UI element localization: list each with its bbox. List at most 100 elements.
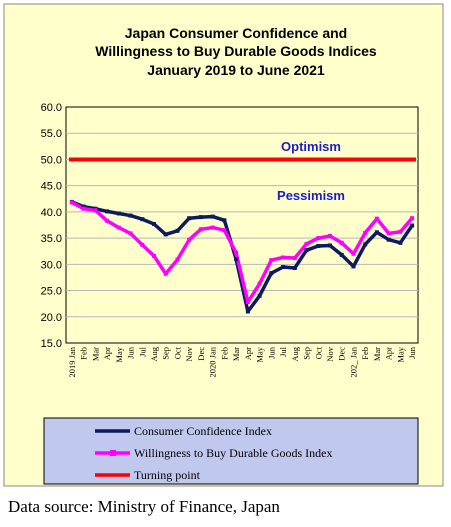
y-tick-label: 15.0 bbox=[41, 338, 62, 350]
data-point-consumer-confidence bbox=[269, 271, 274, 276]
x-tick-label: Jun bbox=[266, 346, 276, 359]
data-point-consumer-confidence bbox=[304, 248, 309, 253]
x-tick-label: Jul bbox=[137, 346, 147, 357]
legend-item-durable-goods: Willingness to Buy Durable Goods Index bbox=[95, 446, 333, 460]
x-tick-label: May bbox=[114, 346, 124, 362]
data-point-consumer-confidence bbox=[339, 252, 344, 257]
data-point-consumer-confidence bbox=[351, 264, 356, 269]
annotation-pessimism: Pessimism bbox=[277, 188, 345, 203]
x-tick-label: Feb bbox=[79, 347, 89, 360]
data-point-durable-goods bbox=[163, 271, 168, 276]
data-point-consumer-confidence bbox=[281, 265, 286, 269]
x-tick-label: Oct bbox=[172, 346, 182, 359]
chart: Japan Consumer Confidence and Willingnes… bbox=[3, 3, 444, 487]
x-tick-label: Jun bbox=[126, 346, 136, 359]
data-point-consumer-confidence bbox=[398, 240, 403, 245]
data-point-consumer-confidence bbox=[187, 216, 192, 221]
data-point-consumer-confidence bbox=[163, 232, 168, 237]
data-point-durable-goods bbox=[304, 241, 309, 246]
x-tick-label: Apr bbox=[384, 347, 394, 360]
data-source-note: Data source: Ministry of Finance, Japan bbox=[8, 497, 280, 516]
chart-container: Japan Consumer Confidence and Willingnes… bbox=[3, 3, 444, 487]
data-point-durable-goods bbox=[398, 229, 403, 234]
x-tick-label: 2019 Jan bbox=[67, 346, 77, 377]
data-point-consumer-confidence bbox=[140, 217, 145, 222]
data-point-consumer-confidence bbox=[81, 204, 86, 209]
series-markers-consumer-confidence bbox=[69, 199, 415, 314]
x-tick-label: Mar bbox=[372, 347, 382, 361]
x-tick-label: Sep bbox=[302, 347, 312, 360]
y-tick-label: 40.0 bbox=[41, 207, 62, 219]
x-tick-label: 202_ Jan bbox=[348, 346, 358, 377]
data-point-durable-goods bbox=[410, 216, 415, 221]
data-point-durable-goods bbox=[175, 257, 180, 262]
plot-area bbox=[65, 106, 419, 344]
y-tick-label: 20.0 bbox=[41, 312, 62, 324]
data-point-consumer-confidence bbox=[257, 293, 262, 298]
x-tick-label: Feb bbox=[360, 347, 370, 360]
data-point-consumer-confidence bbox=[328, 243, 332, 248]
chart-title-line-1: Japan Consumer Confidence and bbox=[125, 25, 347, 41]
x-tick-label: 2020 Jan bbox=[208, 346, 218, 377]
data-point-consumer-confidence bbox=[292, 266, 297, 270]
data-point-durable-goods bbox=[198, 227, 203, 232]
data-point-durable-goods bbox=[105, 218, 110, 223]
data-point-durable-goods bbox=[152, 253, 156, 258]
legend-label-turning-point: Turning point bbox=[134, 468, 201, 482]
annotation-optimism: Optimism bbox=[281, 139, 341, 154]
data-point-durable-goods bbox=[351, 251, 356, 256]
x-tick-label: Feb bbox=[219, 347, 229, 360]
data-point-consumer-confidence bbox=[374, 230, 379, 235]
data-point-durable-goods bbox=[328, 234, 332, 238]
x-tick-label: May bbox=[395, 346, 405, 362]
data-point-durable-goods bbox=[69, 200, 74, 205]
y-tick-label: 60.0 bbox=[41, 102, 62, 114]
y-tick-label: 35.0 bbox=[41, 233, 62, 245]
data-point-consumer-confidence bbox=[245, 309, 250, 314]
y-tick-label: 55.0 bbox=[41, 128, 62, 140]
x-tick-label: Jul bbox=[278, 346, 288, 357]
data-point-consumer-confidence bbox=[105, 209, 110, 214]
data-point-durable-goods bbox=[281, 255, 286, 260]
y-tick-label: 50.0 bbox=[41, 154, 62, 166]
data-point-durable-goods bbox=[292, 256, 297, 260]
y-tick-label: 30.0 bbox=[41, 259, 62, 271]
y-tick-label: 45.0 bbox=[41, 181, 62, 193]
data-point-durable-goods bbox=[339, 240, 344, 245]
data-point-durable-goods bbox=[257, 281, 262, 286]
x-tick-label: Jun bbox=[407, 346, 417, 359]
x-tick-label: Nov bbox=[325, 346, 335, 361]
data-point-consumer-confidence bbox=[386, 237, 391, 242]
legend-item-turning-point: Turning point bbox=[95, 468, 201, 482]
data-point-durable-goods bbox=[81, 206, 86, 211]
data-point-consumer-confidence bbox=[210, 214, 215, 219]
x-tick-label: Sep bbox=[161, 347, 171, 360]
data-point-consumer-confidence bbox=[410, 223, 415, 228]
legend-box bbox=[43, 417, 419, 485]
data-point-consumer-confidence bbox=[116, 211, 121, 216]
data-point-durable-goods bbox=[116, 225, 121, 230]
x-tick-label: May bbox=[255, 346, 265, 362]
data-point-durable-goods bbox=[93, 208, 98, 213]
data-point-durable-goods bbox=[374, 216, 379, 221]
y-axis-tick-labels: 60.0 55.0 50.0 45.0 40.0 35.0 30.0 25.0 20.0 15.0 bbox=[41, 102, 62, 350]
data-point-durable-goods bbox=[210, 225, 215, 230]
legend-label-consumer-confidence: Consumer Confidence Index bbox=[134, 424, 272, 438]
data-point-durable-goods bbox=[245, 300, 250, 305]
x-tick-label: Mar bbox=[231, 347, 241, 361]
data-point-durable-goods bbox=[128, 231, 133, 236]
data-point-durable-goods bbox=[269, 258, 274, 263]
x-tick-label: Apr bbox=[243, 347, 253, 360]
x-tick-label: Aug bbox=[290, 346, 300, 361]
x-tick-label: Mar bbox=[90, 347, 100, 361]
x-tick-label: Aug bbox=[149, 346, 159, 361]
data-point-durable-goods bbox=[316, 236, 321, 241]
y-tick-label: 25.0 bbox=[41, 286, 62, 298]
x-tick-label: Oct bbox=[313, 346, 323, 359]
data-point-durable-goods bbox=[222, 228, 227, 233]
data-point-durable-goods bbox=[187, 237, 192, 242]
x-tick-label: Dec bbox=[337, 347, 347, 361]
data-point-consumer-confidence bbox=[128, 213, 133, 218]
data-point-durable-goods bbox=[363, 230, 368, 235]
data-point-durable-goods bbox=[386, 231, 391, 236]
